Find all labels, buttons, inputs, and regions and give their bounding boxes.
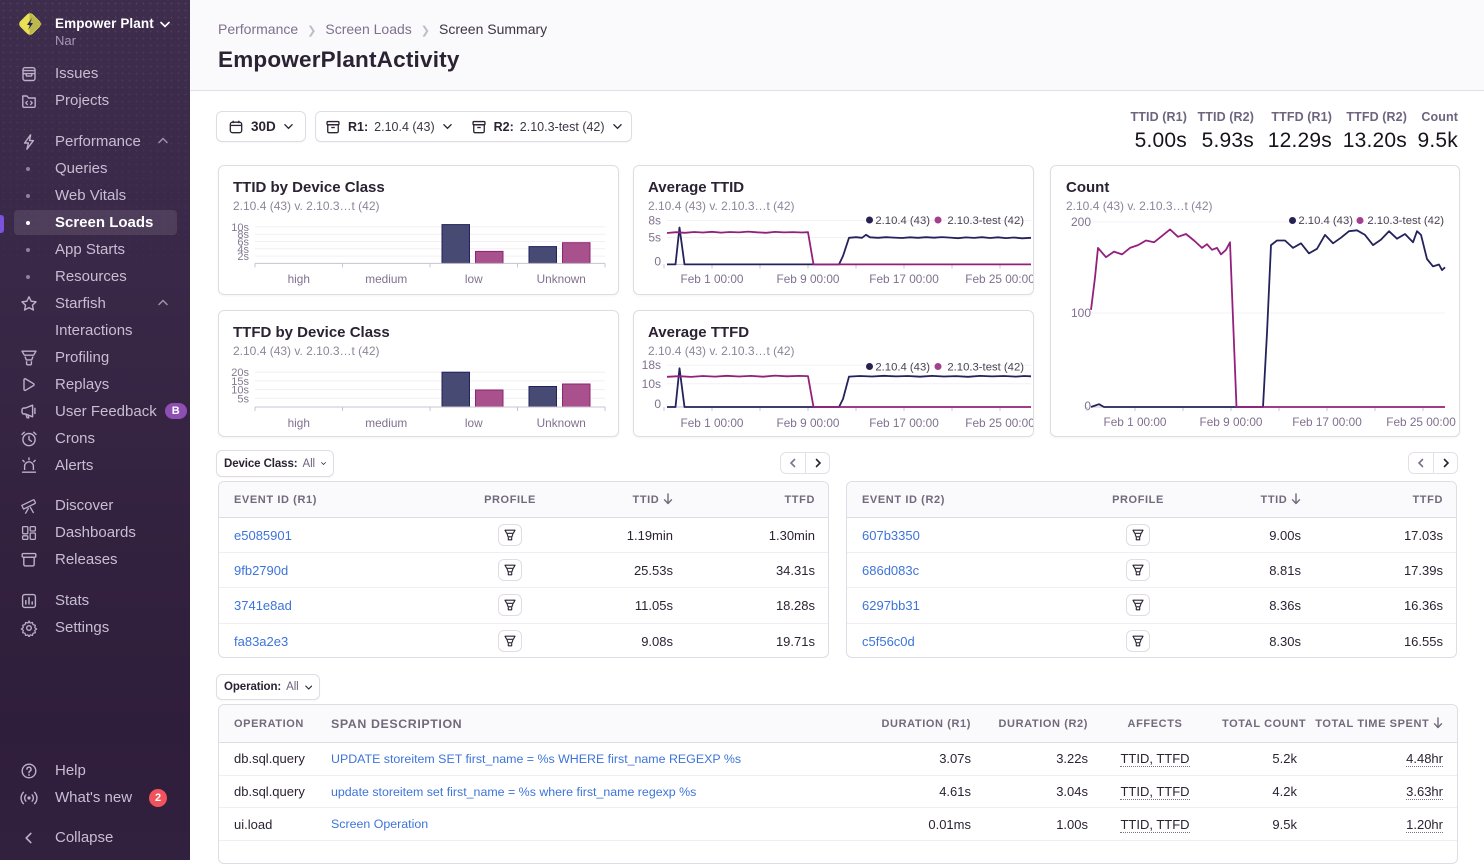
svg-text:0: 0 [654,397,661,411]
svg-text:10s: 10s [231,385,249,397]
svg-text:10s: 10s [642,377,661,391]
svg-text:2.10.4 (43): 2.10.4 (43) [1298,215,1353,227]
svg-text:15s: 15s [231,376,249,388]
svg-text:Feb 17 00:00: Feb 17 00:00 [869,416,939,430]
svg-text:4s: 4s [237,244,249,256]
svg-text:Feb 17 00:00: Feb 17 00:00 [1292,415,1362,429]
svg-text:8s: 8s [237,229,249,241]
svg-text:2.10.3-test (42): 2.10.3-test (42) [947,215,1024,227]
svg-text:2.10.3-test (42): 2.10.3-test (42) [947,362,1024,374]
svg-text:low: low [465,416,483,430]
svg-text:200: 200 [1071,215,1091,229]
svg-text:Feb 1 00:00: Feb 1 00:00 [681,416,744,430]
svg-text:high: high [288,272,310,286]
svg-text:0: 0 [654,255,661,269]
svg-text:Feb 9 00:00: Feb 9 00:00 [777,416,840,430]
svg-text:Feb 9 00:00: Feb 9 00:00 [777,272,840,286]
svg-text:medium: medium [365,416,407,430]
svg-text:100: 100 [1071,306,1091,320]
svg-text:8s: 8s [648,214,661,228]
svg-text:2.10.3-test (42): 2.10.3-test (42) [1367,215,1444,227]
svg-text:0: 0 [1084,399,1091,413]
svg-text:2.10.4 (43): 2.10.4 (43) [875,362,930,374]
svg-text:Feb 25 00:00: Feb 25 00:00 [965,416,1034,430]
svg-text:Feb 25 00:00: Feb 25 00:00 [965,272,1034,286]
svg-text:low: low [465,272,483,286]
svg-text:5s: 5s [237,393,249,405]
svg-text:Feb 9 00:00: Feb 9 00:00 [1200,415,1263,429]
svg-text:10s: 10s [231,222,249,234]
svg-text:Feb 17 00:00: Feb 17 00:00 [869,272,939,286]
svg-text:Unknown: Unknown [537,416,586,430]
svg-text:Feb 25 00:00: Feb 25 00:00 [1386,415,1456,429]
svg-text:medium: medium [365,272,407,286]
svg-text:high: high [288,416,310,430]
svg-text:2.10.4 (43): 2.10.4 (43) [875,215,930,227]
svg-text:20s: 20s [231,367,249,379]
svg-text:2s: 2s [237,251,249,263]
svg-text:Feb 1 00:00: Feb 1 00:00 [681,272,744,286]
svg-text:18s: 18s [642,358,661,372]
svg-text:Feb 1 00:00: Feb 1 00:00 [1104,415,1167,429]
svg-text:5s: 5s [648,231,661,245]
svg-text:Unknown: Unknown [537,272,586,286]
svg-text:6s: 6s [237,237,249,249]
